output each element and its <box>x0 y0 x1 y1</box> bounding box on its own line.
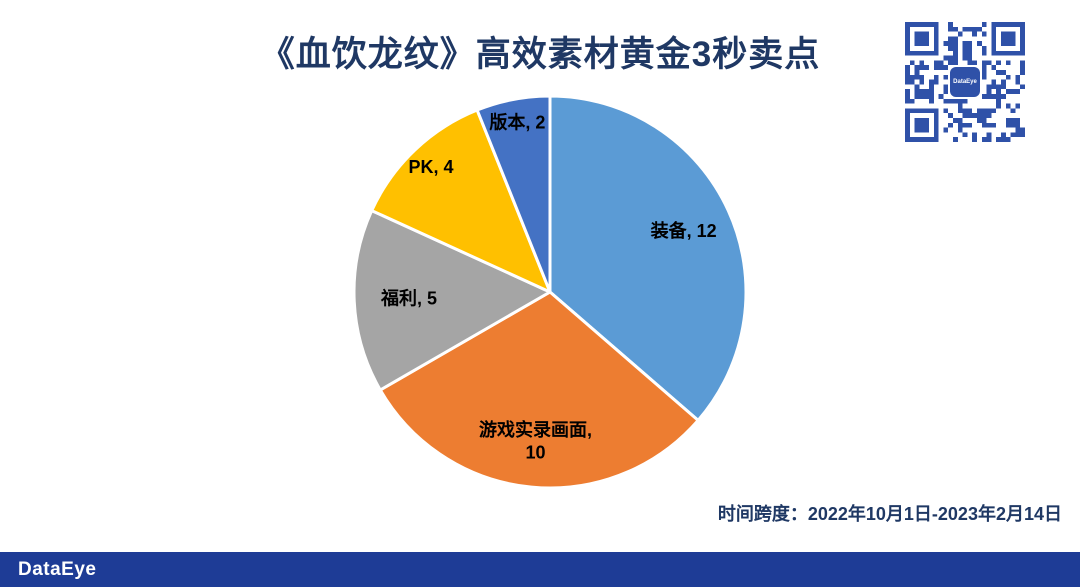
qr-code: DataEye <box>905 22 1025 142</box>
pie-label-2: 福利, 5 <box>380 288 437 309</box>
pie-slice-2 <box>352 209 552 392</box>
pie-label-0: 装备, 12 <box>651 220 717 241</box>
footer-bar: DataEye <box>0 552 1080 587</box>
pie-label-4: 版本, 2 <box>489 112 545 133</box>
page-title: 《血饮龙纹》高效素材黄金3秒卖点 <box>259 35 821 74</box>
pie-label-3: PK, 4 <box>408 157 453 177</box>
pie-label-1: 游戏实录画面, 10 <box>479 419 592 463</box>
timespan-note: 时间跨度：2022年10月1日-2023年2月14日 <box>717 504 1062 524</box>
pie-slice-0 <box>548 94 748 422</box>
brand-logo: DataEye <box>18 558 97 580</box>
qr-code-pattern <box>905 22 1025 142</box>
qr-center-logo: DataEye <box>950 67 980 97</box>
pie-slice-1 <box>378 290 700 490</box>
pie-slice-4 <box>475 94 552 294</box>
qr-logo-label: DataEye <box>953 79 977 85</box>
pie-slice-3 <box>370 108 552 294</box>
